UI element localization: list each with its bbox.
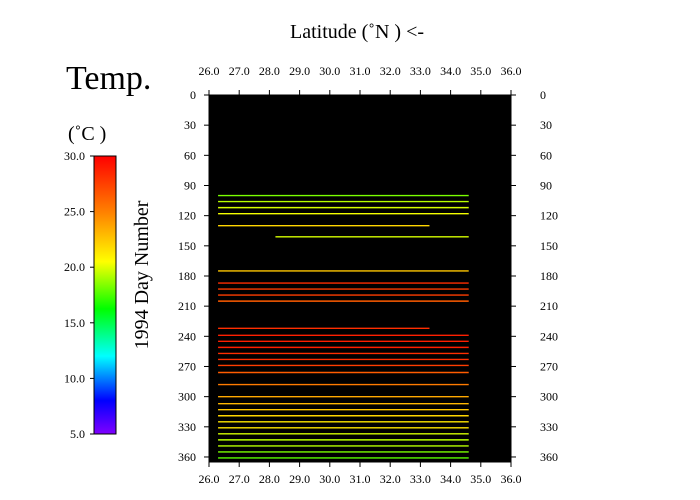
x-tick-label-bottom: 29.0: [289, 472, 310, 486]
y-tick-label-right: 360: [540, 450, 558, 464]
y-tick-label-right: 180: [540, 269, 558, 283]
y-tick-label-left: 300: [178, 390, 196, 404]
y-tick-label-left: 330: [178, 420, 196, 434]
colorbar-tick-label: 20.0: [64, 260, 85, 274]
y-tick-label-right: 240: [540, 329, 558, 343]
colorbar-ticks: 30.0 25.0 20.0 15.0 10.0 5.0: [64, 149, 94, 441]
x-tick-label-top: 30.0: [319, 64, 340, 78]
y-tick-label-right: 210: [540, 299, 558, 313]
y-tick-label-left: 180: [178, 269, 196, 283]
y-tick-label-left: 120: [178, 209, 196, 223]
x-tick-label-top: 28.0: [259, 64, 280, 78]
colorbar-tick-label: 30.0: [64, 149, 85, 163]
y-tick-label-right: 30: [540, 118, 552, 132]
x-tick-label-bottom: 30.0: [319, 472, 340, 486]
colorbar-tick-label: 25.0: [64, 205, 85, 219]
x-tick-label-bottom: 31.0: [350, 472, 371, 486]
y-tick-label-right: 120: [540, 209, 558, 223]
x-tick-label-top: 34.0: [440, 64, 461, 78]
x-tick-label-top: 26.0: [199, 64, 220, 78]
colorbar-tick-label: 5.0: [70, 427, 85, 441]
y-tick-label-left: 240: [178, 329, 196, 343]
x-tick-label-bottom: 28.0: [259, 472, 280, 486]
y-tick-label-right: 300: [540, 390, 558, 404]
axes: 26.0 26.0 27.0 27.0 28.0 28.0 29.0 29.0 30.0 30.0…: [178, 64, 558, 486]
data-tracks: [218, 194, 469, 459]
x-tick-label-top: 29.0: [289, 64, 310, 78]
x-tick-label-top: 36.0: [501, 64, 522, 78]
x-tick-label-bottom: 34.0: [440, 472, 461, 486]
y-tick-label-left: 90: [184, 178, 196, 192]
colorbar: [93, 155, 117, 435]
x-tick-label-top: 35.0: [470, 64, 491, 78]
y-tick-label-right: 0: [540, 88, 546, 102]
y-axis-title: 1994 Day Number: [131, 200, 153, 349]
x-tick-label-top: 32.0: [380, 64, 401, 78]
x-tick-label-bottom: 35.0: [470, 472, 491, 486]
x-tick-label-bottom: 27.0: [229, 472, 250, 486]
x-tick-label-bottom: 36.0: [501, 472, 522, 486]
y-tick-label-right: 330: [540, 420, 558, 434]
chart-title: Temp.: [66, 60, 151, 97]
y-tick-label-left: 360: [178, 450, 196, 464]
y-tick-label-left: 210: [178, 299, 196, 313]
y-tick-label-right: 270: [540, 359, 558, 373]
x-tick-label-top: 31.0: [350, 64, 371, 78]
x-tick-label-top: 27.0: [229, 64, 250, 78]
x-tick-label-bottom: 26.0: [199, 472, 220, 486]
y-tick-label-left: 0: [190, 88, 196, 102]
y-tick-label-left: 30: [184, 118, 196, 132]
colorbar-tick-label: 10.0: [64, 371, 85, 385]
y-tick-label-right: 90: [540, 178, 552, 192]
x-tick-label-top: 33.0: [410, 64, 431, 78]
plot-area: [209, 95, 511, 462]
y-tick-label-left: 150: [178, 239, 196, 253]
colorbar-unit: (˚C ): [68, 123, 106, 145]
y-tick-label-left: 270: [178, 359, 196, 373]
x-tick-label-bottom: 32.0: [380, 472, 401, 486]
y-tick-label-right: 150: [540, 239, 558, 253]
x-tick-label-bottom: 33.0: [410, 472, 431, 486]
y-tick-label-left: 60: [184, 148, 196, 162]
y-tick-label-right: 60: [540, 148, 552, 162]
colorbar-tick-label: 15.0: [64, 316, 85, 330]
latitude-axis-title: Latitude (˚N ) <-: [290, 21, 424, 43]
